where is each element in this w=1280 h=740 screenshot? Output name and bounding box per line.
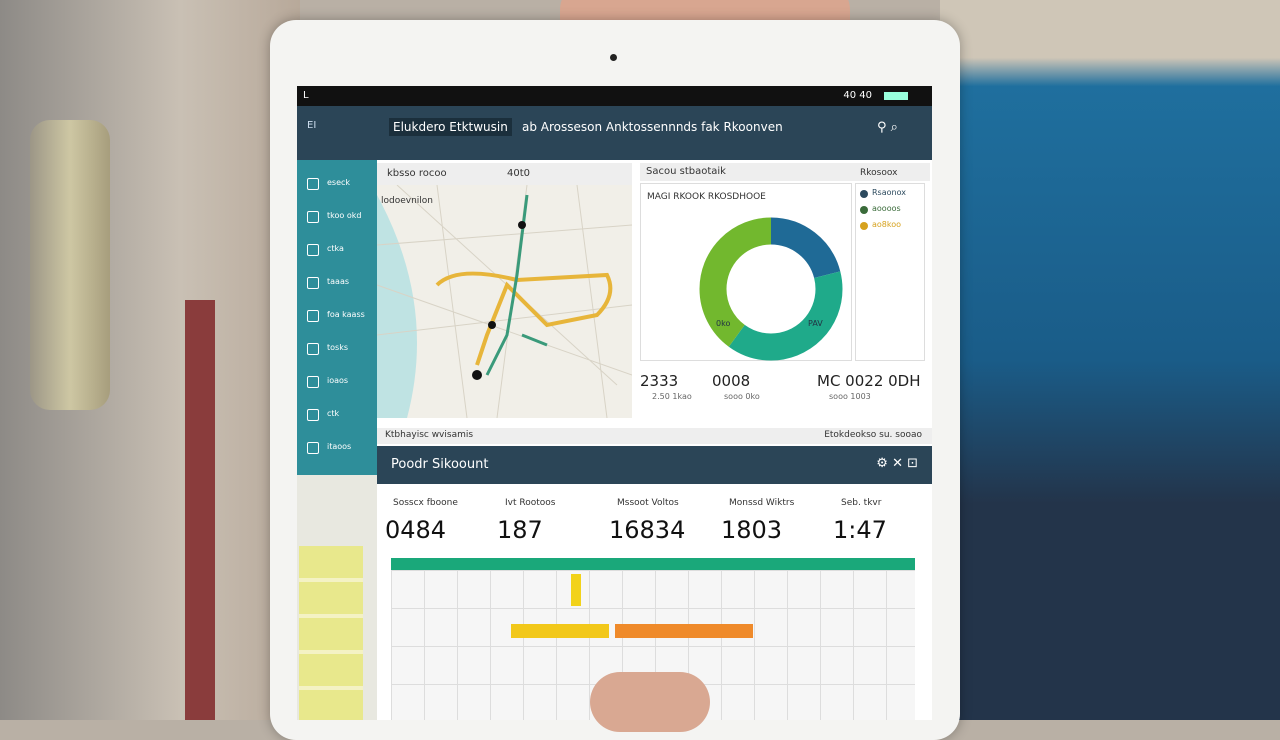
header-icons[interactable]: ⚲ ⌕ (877, 120, 898, 135)
background-pole (185, 300, 215, 720)
route-green (485, 194, 548, 376)
background-pipe (30, 120, 110, 410)
map-pin (518, 221, 526, 229)
section-header: Poodr Sikoount ⚙ ✕ ⊡ (377, 446, 932, 484)
kpi-value: 1:47 (833, 516, 887, 544)
sidebar-item: foa kaass (327, 310, 365, 319)
sidebar-item: ctk (327, 409, 340, 418)
donut-segment (699, 217, 843, 361)
map: lodoevnilon (377, 185, 632, 418)
kpi-label: Seb. tkvr (841, 498, 882, 508)
kpi-label: Monssd Wiktrs (729, 498, 795, 508)
legend-label: ao8koo (872, 220, 902, 229)
route (435, 271, 613, 366)
timeline-header (391, 558, 915, 570)
status-bar: L 40 40 (297, 86, 932, 106)
donut-inner-right: PAV (808, 319, 823, 328)
header: EI Elukdero Etktwusin ab Arosseson Ankto… (297, 106, 932, 160)
sidebar-icon (307, 442, 319, 454)
legend-label: Rsaonox (872, 188, 906, 197)
sidebar-item: eseck (327, 178, 351, 187)
map-pin (488, 321, 496, 329)
sidebar-item: ioaos (327, 376, 349, 385)
sidebar-item: ctka (327, 244, 344, 253)
kpi-value: 0484 (385, 516, 447, 544)
sidebar-item: tkoo okd (327, 211, 362, 220)
app-icon: EI (307, 120, 317, 131)
sidebar-item: taaas (327, 277, 350, 286)
status-left: L (303, 90, 309, 101)
kpi-label: Sosscx fboone (393, 498, 458, 508)
legend-label: aoooos (872, 204, 901, 213)
sidebar-icon (307, 211, 319, 223)
stat-label: sooo 1003 (829, 392, 871, 401)
stat-label: sooo 0ko (724, 392, 760, 401)
header-title: Elukdero Etktwusin (389, 118, 512, 136)
sidebar-icon (307, 376, 319, 388)
stat-value: MC 0022 0DH (817, 372, 921, 390)
kpi-row: Sosscx fboone 0484 Ivt Rootoos 187 Mssoot Vo… (377, 486, 932, 556)
footer-bar: Ktbhayisc wvisamis Etokdeokso su. sooao (377, 428, 932, 444)
donut-tab-label: Sacou stbaotaik (646, 166, 726, 177)
stat-value: 2333 (640, 372, 679, 390)
map-pin (472, 370, 482, 380)
header-subtitle: ab Arosseson Anktossennnds fak Rkoonven (522, 120, 783, 134)
hand-bottom (590, 672, 710, 732)
legend-header: Rkosoox (860, 168, 898, 178)
donut-panel: MAGI RKOOK RKOSDHOOE 0ko PAV (640, 183, 852, 361)
legend-swatch (860, 222, 868, 230)
camera (610, 54, 617, 61)
background-shirt (940, 0, 1280, 720)
map-water (377, 195, 417, 418)
map-tab-right: 40t0 (507, 168, 531, 179)
legend-swatch (860, 190, 868, 198)
stats-row: 2333 2.50 1kao 0008 sooo 0ko MC 0022 0DH sooo… (632, 366, 927, 416)
donut-inner-left: 0ko (716, 319, 730, 328)
kpi-value: 1803 (721, 516, 783, 544)
section-icons[interactable]: ⚙ ✕ ⊡ (876, 456, 918, 471)
map-tab: kbsso rocoo 40t0 (377, 163, 632, 185)
legend-panel: Rkosoox Rsaonox aoooos ao8koo (855, 168, 925, 361)
battery (884, 92, 908, 100)
donut-segment (699, 217, 843, 361)
sidebar-icon (307, 310, 319, 322)
sidebar-icon (307, 277, 319, 289)
map-footer: Ktbhayisc wvisamis (385, 430, 474, 440)
kpi-value: 16834 (609, 516, 686, 544)
timeline-bar (511, 624, 609, 638)
donut-tab: Sacou stbaotaik (640, 163, 930, 181)
sidebar-icon (307, 343, 319, 355)
sidebar-item: itaoos (327, 442, 352, 451)
legend-swatch (860, 206, 868, 214)
screen: L 40 40 EI Elukdero Etktwusin ab Arosses… (297, 86, 932, 720)
sidebar-yellow (299, 546, 363, 720)
kpi-label: Ivt Rootoos (505, 498, 556, 508)
donut-title: MAGI RKOOK RKOSDHOOE (647, 192, 766, 202)
map-tab-left: kbsso rocoo (387, 168, 447, 179)
kpi-value: 187 (497, 516, 543, 544)
timeline-bar (571, 574, 581, 606)
stat-label: 2.50 1kao (652, 392, 692, 401)
sidebar: eseck tkoo okd ctka taaas foa kaass tosks ioao… (297, 160, 377, 475)
sidebar-icon (307, 409, 319, 421)
sidebar-icon (307, 244, 319, 256)
footer-right: Etokdeokso su. sooao (824, 430, 922, 440)
donut-chart: 0ko PAV (699, 217, 843, 361)
map-label: lodoevnilon (381, 196, 433, 206)
sidebar-item: tosks (327, 343, 348, 352)
timeline-bar (615, 624, 753, 638)
kpi-label: Mssoot Voltos (617, 498, 679, 508)
status-right: 40 40 (843, 90, 872, 101)
sidebar-icon (307, 178, 319, 190)
stat-value: 0008 (712, 372, 751, 390)
section-title: Poodr Sikoount (391, 457, 489, 472)
map-bg (377, 185, 632, 418)
